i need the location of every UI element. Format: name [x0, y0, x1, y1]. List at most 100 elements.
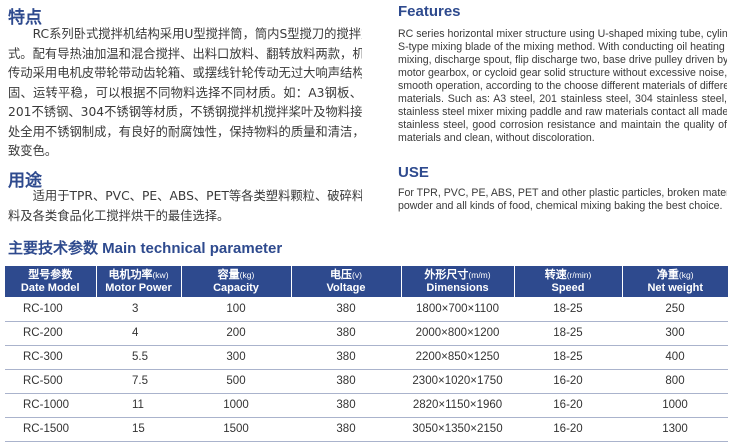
text-line: materials and clean, without discolorati… [398, 132, 595, 144]
en-use-title: USE [398, 164, 429, 181]
header-en: Date Model [20, 282, 80, 294]
table-cell: 11 [96, 393, 181, 418]
table-cell: 16-20 [514, 369, 622, 394]
table-cell: 16-20 [514, 393, 622, 418]
table-row: RC-100 3 100 380 1800×700×1100 18-25 250 [5, 297, 728, 322]
header-unit: (m/m) [468, 270, 491, 280]
table-cell: 15 [96, 417, 181, 442]
table-cell: 300 [181, 345, 291, 370]
table-cell: 380 [291, 417, 401, 442]
header-unit: (kw) [152, 270, 169, 280]
column-header: 转速(r/min) Speed [514, 266, 623, 297]
table-cell: 5.5 [96, 345, 181, 370]
table-cell: 18-25 [514, 297, 622, 322]
cn-use-text: 适用于TPR、PVC、PE、ABS、PET等各类塑料颗粒、破碎料、粉 料及各类食品… [8, 187, 362, 226]
table-cell: 18-25 [514, 345, 622, 370]
table-cell: RC-1000 [5, 393, 96, 418]
column-header: 型号参数 Date Model [5, 266, 97, 297]
table-cell: 1500 [181, 417, 291, 442]
table-cell: 3050×1350×2150 [401, 417, 514, 442]
table-cell: 400 [622, 345, 728, 370]
params-title: 主要技术参数 Main technical parameter [8, 240, 283, 257]
table-cell: 380 [291, 393, 401, 418]
header-unit: (kg) [239, 270, 255, 280]
text-line: For TPR, PVC, PE, ABS, PET and other pla… [398, 187, 727, 199]
text-line: stainless steel, good corrosion resistan… [398, 119, 727, 131]
header-cn: 转速 [544, 269, 567, 281]
header-en: Motor Power [105, 282, 172, 294]
table-cell: RC-300 [5, 345, 96, 370]
table-cell: 250 [622, 297, 728, 322]
text-line: S-type mixing blade of the mixing method… [398, 41, 727, 53]
en-features-text: RC series horizontal mixer structure usi… [398, 28, 727, 145]
text-line: 式。配有导热油加温和混合搅拌、出料口放料、翻转放料两款，机座 [8, 46, 362, 61]
table-row: RC-200 4 200 380 2000×800×1200 18-25 300 [5, 321, 728, 346]
table-cell: 380 [291, 345, 401, 370]
header-en: Speed [551, 282, 585, 294]
params-table: 型号参数 Date Model 电机功率(kw) Motor Power 容量(kg) C… [5, 266, 728, 442]
header-en: Dimensions [426, 282, 489, 294]
table-row: RC-1000 11 1000 380 2820×1150×1960 16-20 1000 [5, 393, 728, 418]
header-en: Voltage [326, 282, 366, 294]
table-cell: 1300 [622, 417, 728, 442]
text-line: RC series horizontal mixer structure usi… [398, 28, 727, 40]
table-cell: 1000 [622, 393, 728, 418]
text-line: motor gearbox, or cycloid gear solid str… [398, 67, 727, 79]
table-cell: 100 [181, 297, 291, 322]
table-cell: 380 [291, 321, 401, 346]
table-cell: RC-100 [5, 297, 96, 322]
column-header: 净重(kg) Net weight [622, 266, 728, 297]
text-line: 致变色。 [8, 144, 58, 158]
text-line: materials. Such as: A3 steel, 201 stainl… [398, 93, 727, 105]
column-header: 外形尺寸(m/m) Dimensions [401, 266, 515, 297]
header-cn: 型号参数 [28, 269, 73, 281]
header-cn: 电机功率 [108, 269, 153, 281]
text-line: 传动采用电机皮带轮带动齿轮箱、或摆线针轮传动无过大响声结构坚 [8, 66, 362, 80]
table-cell: RC-200 [5, 321, 96, 346]
column-header: 容量(kg) Capacity [181, 266, 292, 297]
header-cn: 电压 [330, 269, 353, 281]
cn-features-text: RC系列卧式搅拌机结构采用U型搅拌筒，筒内S型搅刀的搅拌方 式。配有导热油加温和混… [8, 25, 362, 162]
cn-features-title: 特点 [8, 8, 42, 27]
cn-use-title: 用途 [8, 171, 42, 190]
table-row: RC-1500 15 1500 380 3050×1350×2150 16-20 1300 [5, 417, 728, 442]
table-cell: 2000×800×1200 [401, 321, 514, 346]
text-line: 201不锈钢、304不锈钢等材质，不锈钢搅拌机搅拌桨叶及物料接触 [8, 105, 362, 119]
column-header: 电压(v) Voltage [291, 266, 402, 297]
text-line: 适用于TPR、PVC、PE、ABS、PET等各类塑料颗粒、破碎料、粉 [8, 189, 362, 203]
en-use-text: For TPR, PVC, PE, ABS, PET and other pla… [398, 187, 727, 213]
header-unit: (kg) [678, 270, 694, 280]
table-cell: 200 [181, 321, 291, 346]
header-cn: 容量 [217, 269, 240, 281]
table-cell: 2300×1020×1750 [401, 369, 514, 394]
text-line: stainless steel mixer mixing paddle and … [398, 106, 727, 118]
table-cell: 500 [181, 369, 291, 394]
table-cell: 1800×700×1100 [401, 297, 514, 322]
table-cell: 16-20 [514, 417, 622, 442]
header-cn: 外形尺寸 [424, 269, 469, 281]
table-cell: RC-500 [5, 369, 96, 394]
table-cell: 300 [622, 321, 728, 346]
text-line: 固、运转平稳，可以根据不同物料选择不同材质。如：A3钢板、 [8, 85, 362, 100]
table-row: RC-500 7.5 500 380 2300×1020×1750 16-20 800 [5, 369, 728, 394]
table-cell: 7.5 [96, 369, 181, 394]
header-unit: (r/min) [566, 270, 592, 280]
en-features-title: Features [398, 3, 461, 20]
table-cell: 380 [291, 297, 401, 322]
text-line: smooth operation, according to the choos… [398, 80, 727, 92]
header-unit: (v) [352, 270, 362, 280]
table-row: RC-300 5.5 300 380 2200×850×1250 18-25 400 [5, 345, 728, 370]
table-cell: 4 [96, 321, 181, 346]
text-line: powder and all kinds of food, chemical m… [398, 200, 723, 212]
table-cell: RC-1500 [5, 417, 96, 442]
text-line: mixing, discharge spout, flip discharge … [398, 54, 727, 66]
text-line: 料及各类食品化工搅拌烘干的最佳选择。 [8, 208, 230, 223]
table-cell: 800 [622, 369, 728, 394]
table-cell: 18-25 [514, 321, 622, 346]
header-en: Capacity [213, 282, 259, 294]
table-cell: 380 [291, 369, 401, 394]
text-line: RC系列卧式搅拌机结构采用U型搅拌筒，筒内S型搅刀的搅拌方 [8, 27, 362, 41]
table-cell: 3 [96, 297, 181, 322]
text-line: 处全用不锈钢制成，有良好的耐腐蚀性，保持物料的质量和清洁，不 [8, 124, 362, 139]
header-cn: 净重 [656, 269, 679, 281]
